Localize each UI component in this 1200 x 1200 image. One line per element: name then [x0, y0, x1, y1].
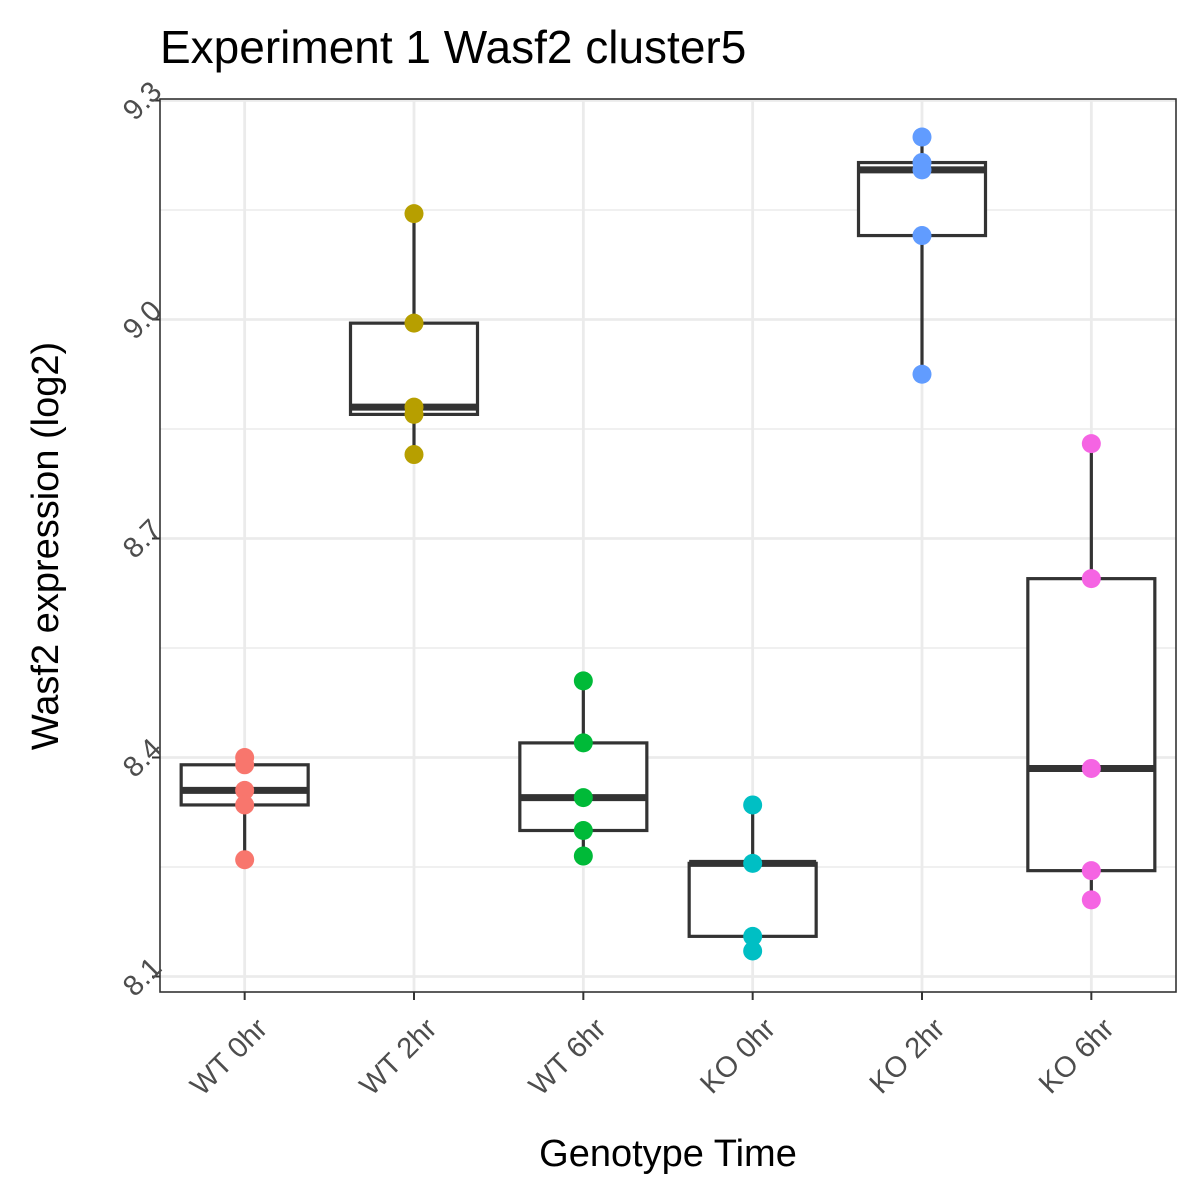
data-point [1081, 890, 1101, 910]
data-point [1081, 861, 1101, 881]
data-point [573, 733, 593, 753]
x-tick-label: WT 2hr [354, 1012, 444, 1102]
x-axis-title: Genotype Time [539, 1133, 797, 1175]
data-point [743, 795, 763, 815]
data-point [235, 795, 255, 815]
chart-title: Experiment 1 Wasf2 cluster5 [160, 21, 746, 73]
data-point [743, 926, 763, 946]
data-point [573, 846, 593, 866]
data-point [235, 850, 255, 870]
data-point [912, 364, 932, 384]
y-axis-title: Wasf2 expression (log2) [25, 342, 67, 750]
data-point [573, 788, 593, 808]
box-iqr [518, 741, 649, 833]
data-point [404, 404, 424, 424]
data-point [404, 204, 424, 224]
data-point [743, 853, 763, 873]
data-point [1081, 434, 1101, 454]
data-point [1081, 569, 1101, 589]
data-point [573, 821, 593, 840]
points-layer [235, 127, 1101, 961]
data-point [743, 941, 763, 961]
data-point [235, 755, 255, 775]
data-point [912, 127, 932, 147]
data-point [912, 226, 932, 246]
x-tick-label: KO 6hr [1033, 1012, 1121, 1100]
data-point [1081, 758, 1101, 778]
data-point [235, 780, 255, 800]
x-tick-label: KO 2hr [864, 1012, 952, 1100]
x-tick-label: WT 0hr [184, 1012, 274, 1102]
box-iqr [1026, 577, 1157, 873]
data-point [404, 445, 424, 465]
box-iqr [687, 861, 818, 938]
data-point [573, 671, 593, 691]
plot-panel [160, 99, 1176, 992]
data-point [912, 160, 932, 180]
x-axis: WT 0hr WT 2hr WT 6hr KO 0hr KO 2hr KO 6hr [184, 992, 1121, 1102]
x-tick-label: WT 6hr [523, 1012, 613, 1102]
data-point [404, 313, 424, 333]
plot-panel-border [159, 98, 1177, 993]
x-tick-label: KO 0hr [694, 1012, 782, 1100]
minor-gridlines [160, 209, 1176, 868]
